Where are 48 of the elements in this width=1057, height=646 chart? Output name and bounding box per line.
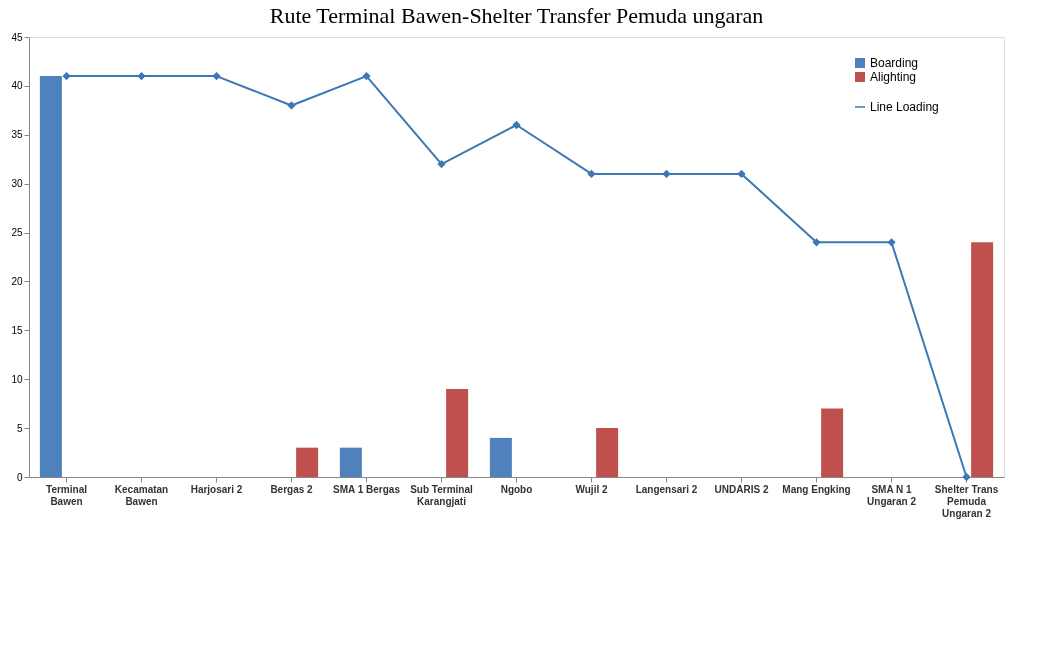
- x-tick-label: SMA N 1 Ungaran 2: [867, 483, 917, 507]
- x-tick-label: Harjosari 2: [190, 483, 243, 495]
- x-tick-label: Shelter Trans Pemuda Ungaran 2: [934, 483, 999, 519]
- y-tick-label: 30: [11, 178, 23, 190]
- y-tick-label: 10: [11, 373, 23, 385]
- bar: [596, 428, 619, 477]
- bar: [971, 242, 994, 477]
- bar: [446, 389, 469, 477]
- x-tick-label: Terminal Bawen: [46, 483, 88, 507]
- point: [62, 72, 71, 80]
- point: [512, 121, 521, 129]
- bar: [39, 76, 62, 477]
- y-tick-label: 25: [11, 227, 23, 239]
- y-tick-label: 45: [11, 31, 23, 43]
- bar: [339, 447, 362, 477]
- y-tick-label: 15: [11, 324, 23, 336]
- point: [962, 473, 971, 481]
- bar: [821, 408, 844, 477]
- x-tick-label: Langensari 2: [635, 483, 698, 495]
- point: [287, 101, 296, 110]
- point: [812, 238, 821, 247]
- point: [662, 170, 671, 178]
- legend-label: Boarding: [870, 56, 919, 70]
- x-tick-label: Bergas 2: [270, 483, 314, 495]
- legend-label: Alighting: [870, 70, 917, 84]
- x-tick-label: Ngobo: [500, 483, 533, 495]
- point: [137, 72, 146, 80]
- legend-label: Line Loading: [870, 100, 939, 114]
- point: [437, 160, 446, 168]
- point: [737, 170, 746, 178]
- x-tick-label: Sub Terminal Karangjati: [410, 483, 474, 507]
- x-tick-label: Wujil 2: [575, 483, 608, 495]
- point: [362, 72, 371, 80]
- x-tick-label: UNDARIS 2: [714, 483, 769, 495]
- point: [587, 170, 596, 178]
- x-tick-label: Mang Engking: [782, 483, 851, 495]
- x-tick-label: Kecamatan Bawen: [114, 483, 169, 507]
- chart-title: Rute Terminal Bawen-Shelter Transfer Pemuda ungaran: [269, 3, 764, 28]
- point: [212, 72, 221, 80]
- y-tick-label: 35: [11, 129, 23, 141]
- y-tick-label: 40: [11, 80, 23, 92]
- bar: [489, 437, 512, 477]
- y-tick-label: 5: [16, 422, 23, 434]
- bar: [296, 447, 319, 477]
- point: [887, 238, 896, 247]
- y-tick-label: 0: [16, 471, 23, 483]
- y-tick-label: 20: [11, 275, 23, 287]
- x-tick-label: SMA 1 Bergas: [333, 483, 401, 495]
